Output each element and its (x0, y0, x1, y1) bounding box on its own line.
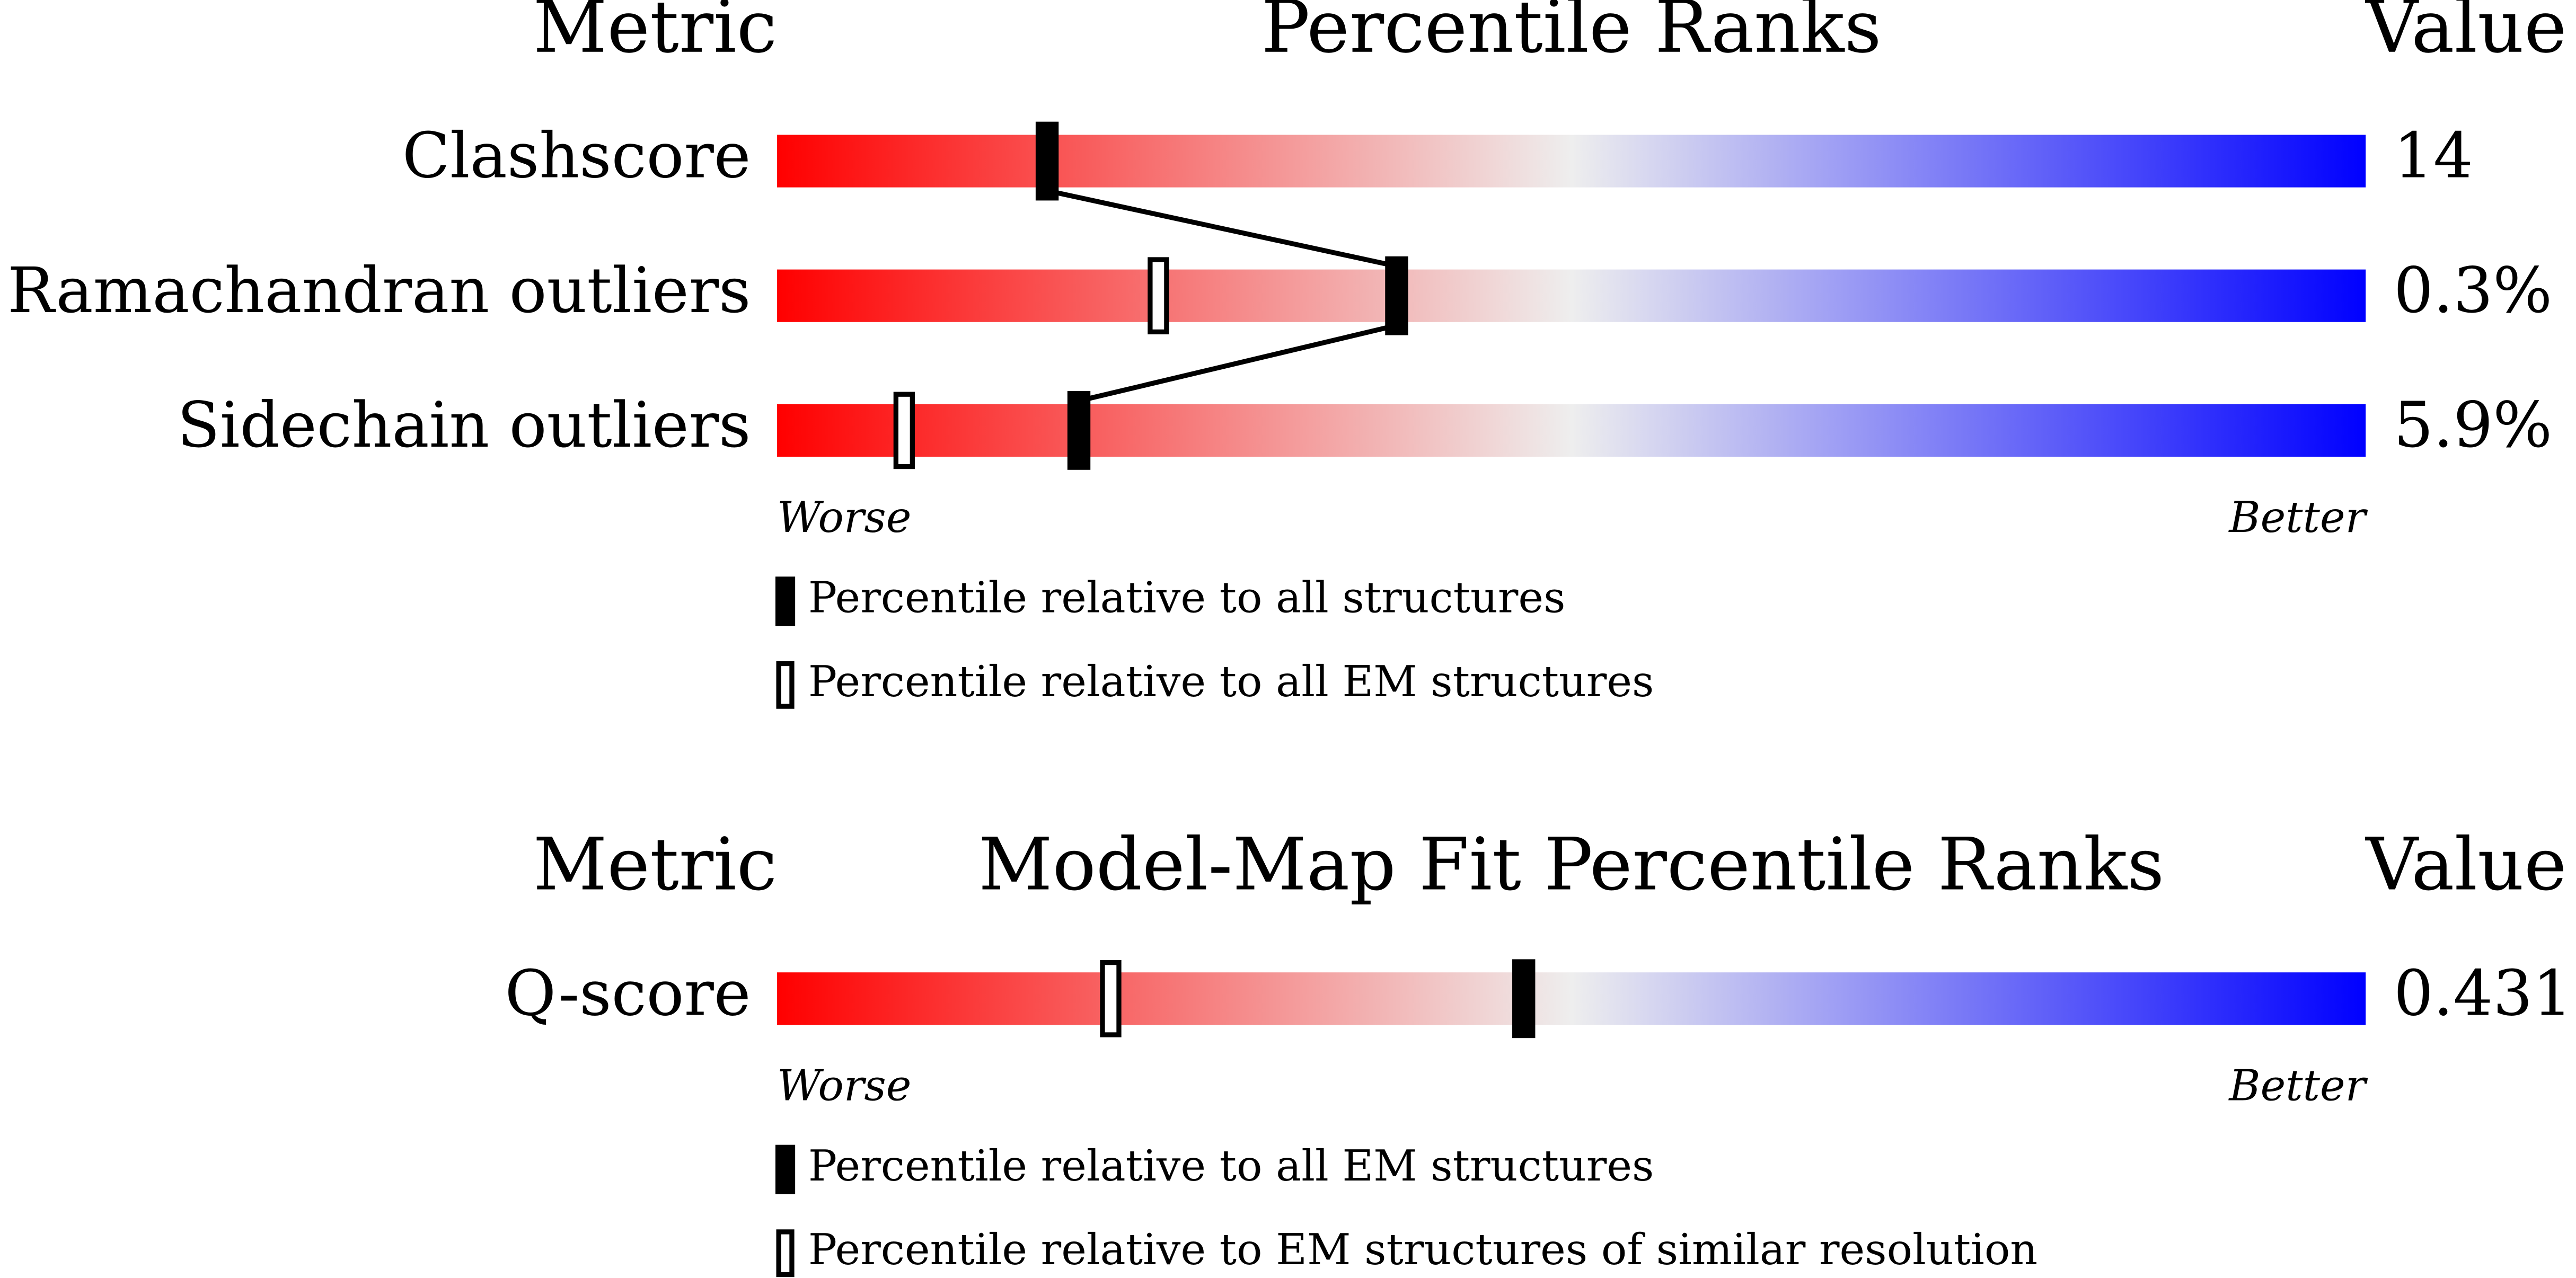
percentile-marker-filled (1035, 121, 1059, 201)
metric-value: 0.431 (2394, 957, 2572, 1030)
worse-label: Worse (777, 493, 911, 543)
percentile-marker-open (893, 392, 915, 469)
legend-label: Percentile relative to all EM structures (808, 1141, 1654, 1191)
slider-track (777, 135, 2366, 188)
percentile-marker-filled (1067, 390, 1091, 470)
chart-title: Model-Map Fit Percentile Ranks (978, 823, 2164, 907)
metric-label: Ramachandran outliers (7, 254, 751, 327)
percentile-marker-filled (1385, 256, 1408, 335)
metric-label: Sidechain outliers (177, 389, 751, 462)
percentile-marker-open (1100, 960, 1122, 1037)
legend-swatch-open (776, 661, 795, 709)
slider-track (777, 404, 2366, 457)
legend-label: Percentile relative to all structures (808, 573, 1566, 623)
percentile-marker-open (1148, 257, 1169, 335)
header-value: Value (2365, 823, 2566, 907)
metric-value: 14 (2394, 120, 2473, 192)
legend-label: Percentile relative to EM structures of … (808, 1225, 2037, 1275)
better-label: Better (2228, 1061, 2368, 1111)
slider-track (777, 972, 2366, 1025)
chart-title: Percentile Ranks (1261, 0, 1882, 69)
connector-line (1078, 323, 1398, 404)
metric-value: 0.3% (2394, 254, 2552, 327)
legend-swatch-filled (775, 576, 796, 626)
metric-label: Q-score (505, 957, 751, 1030)
slider-track (777, 269, 2366, 322)
metric-label: Clashscore (402, 120, 751, 192)
connector-line (1046, 188, 1397, 269)
percentile-marker-filled (1512, 959, 1536, 1039)
better-label: Better (2228, 493, 2368, 543)
legend-label: Percentile relative to all EM structures (808, 657, 1654, 707)
metric-value: 5.9% (2394, 389, 2552, 462)
header-metric: Metric (533, 823, 777, 907)
legend-swatch-open (776, 1229, 795, 1277)
header-metric: Metric (533, 0, 777, 69)
header-value: Value (2365, 0, 2566, 69)
legend-swatch-filled (775, 1144, 796, 1194)
worse-label: Worse (777, 1061, 911, 1111)
